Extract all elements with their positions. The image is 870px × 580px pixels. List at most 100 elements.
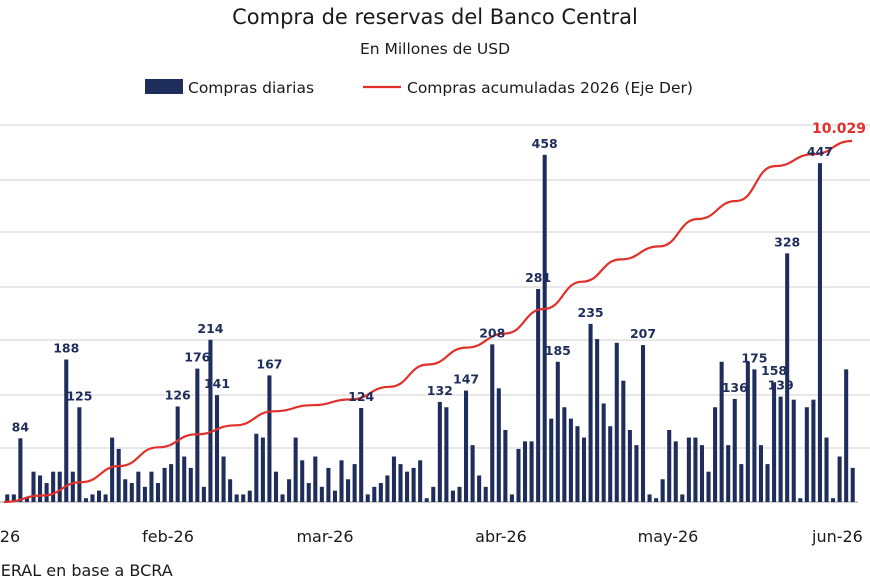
bar <box>601 403 606 502</box>
x-tick-label: mar-26 <box>296 527 353 546</box>
bar <box>837 456 842 502</box>
bar <box>634 445 639 502</box>
bar <box>149 471 154 502</box>
bar <box>405 471 410 502</box>
bar-value-label: 125 <box>66 388 92 403</box>
bar <box>627 429 632 502</box>
bar <box>424 498 429 502</box>
bar <box>503 429 508 502</box>
bar <box>844 369 849 502</box>
bar <box>431 486 436 502</box>
bar <box>110 437 115 502</box>
bar <box>568 418 573 502</box>
bar <box>496 388 501 502</box>
bar <box>765 464 770 502</box>
bar <box>464 390 469 502</box>
bar <box>549 418 554 502</box>
bar <box>11 494 16 502</box>
bar <box>647 494 652 502</box>
bar <box>5 494 10 502</box>
bar <box>850 467 855 502</box>
bar <box>136 471 141 502</box>
bar-value-label: 158 <box>761 363 787 378</box>
bar <box>654 498 659 502</box>
x-tick-label: feb-26 <box>142 527 194 546</box>
bar <box>581 437 587 502</box>
bar <box>378 483 383 502</box>
bar-value-label: 175 <box>741 350 767 365</box>
bar <box>817 163 822 503</box>
bar <box>287 479 292 502</box>
bar-value-label: 208 <box>479 325 505 340</box>
bar <box>673 441 678 502</box>
bar <box>280 494 285 502</box>
bar <box>529 441 534 502</box>
bar <box>247 490 252 502</box>
bar <box>241 494 246 502</box>
bar <box>77 407 82 502</box>
bar <box>359 408 364 502</box>
x-axis-ticks: -26 feb-26 mar-26 abr-26 may-26 jun-26 <box>0 527 863 546</box>
bar <box>162 467 167 502</box>
bar <box>398 464 403 502</box>
bar-value-label: 132 <box>427 383 453 398</box>
bar <box>693 437 698 502</box>
bar <box>667 429 672 502</box>
bar <box>313 456 318 502</box>
x-tick-label: abr-26 <box>475 527 527 546</box>
bar <box>142 486 147 502</box>
bar <box>824 437 829 502</box>
bar <box>44 483 49 502</box>
bar <box>509 494 514 502</box>
x-tick-label: may-26 <box>638 527 699 546</box>
bar <box>116 448 121 502</box>
bar <box>24 498 29 502</box>
bar <box>300 460 305 502</box>
bar <box>621 380 626 502</box>
bar <box>221 456 226 502</box>
bar <box>811 399 816 502</box>
bar <box>785 253 790 502</box>
bar <box>791 399 796 502</box>
cumulative-line-layer <box>3 139 853 504</box>
bar <box>38 475 43 502</box>
bar <box>97 490 102 502</box>
bar <box>273 471 279 502</box>
bar <box>778 396 783 502</box>
bar <box>70 471 75 502</box>
bar <box>614 342 619 502</box>
bar <box>608 426 613 502</box>
chart-subtitle: En Millones de USD <box>360 40 510 58</box>
bar <box>155 483 161 502</box>
bar <box>228 479 233 502</box>
x-tick-label: jun-26 <box>811 527 863 546</box>
bar <box>83 498 88 502</box>
bar <box>542 154 547 502</box>
bar <box>319 486 324 502</box>
bar <box>175 406 180 502</box>
bar <box>490 344 495 502</box>
bar <box>188 467 193 502</box>
bar <box>536 289 541 502</box>
gridlines <box>0 124 870 503</box>
bar <box>214 395 220 502</box>
bar <box>719 361 724 502</box>
bar <box>457 486 462 502</box>
bar <box>306 483 311 502</box>
bar <box>588 323 593 502</box>
bar <box>326 467 331 502</box>
bar <box>267 375 272 502</box>
bar <box>660 479 665 502</box>
bar <box>18 438 23 502</box>
legend: Compras diarias Compras acumuladas 2026 … <box>145 79 693 97</box>
bar <box>391 456 396 502</box>
bar <box>477 475 482 502</box>
bar <box>713 407 718 502</box>
bar-value-label: 458 <box>532 136 558 151</box>
bar <box>411 467 416 502</box>
bar-value-label: 176 <box>184 350 210 365</box>
bar <box>699 445 705 502</box>
bar <box>123 479 128 502</box>
